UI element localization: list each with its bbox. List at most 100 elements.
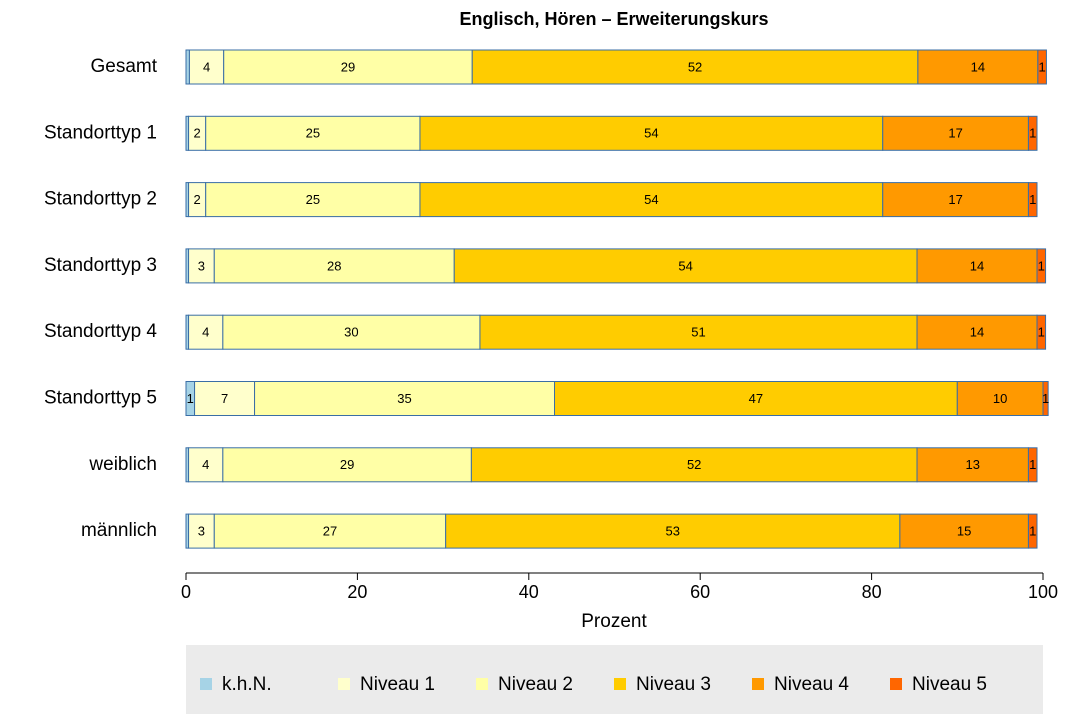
data-label: 28 xyxy=(327,258,341,273)
data-label: 53 xyxy=(666,524,680,539)
chart-title: Englisch, Hören – Erweiterungskurs xyxy=(459,9,768,29)
data-label: 1 xyxy=(1029,457,1036,472)
bar-segment xyxy=(222,447,472,483)
bar-segment xyxy=(205,115,421,151)
data-label: 10 xyxy=(993,391,1007,406)
y-tick-label: Standorttyp 4 xyxy=(44,321,157,342)
data-label: 1 xyxy=(1029,126,1036,141)
data-label: 17 xyxy=(948,126,962,141)
bar-segment xyxy=(1027,447,1038,483)
legend-swatch xyxy=(890,678,902,690)
legend-swatch xyxy=(200,678,212,690)
legend-label: Niveau 2 xyxy=(498,674,573,695)
data-label: 54 xyxy=(678,258,692,273)
bar-segment xyxy=(916,248,1038,284)
legend-label: Niveau 1 xyxy=(360,674,435,695)
data-label: 4 xyxy=(202,457,209,472)
data-label: 17 xyxy=(948,192,962,207)
data-label: 1 xyxy=(1042,391,1049,406)
legend-swatch xyxy=(752,678,764,690)
bar-segment xyxy=(917,49,1039,85)
legend-swatch xyxy=(338,678,350,690)
data-label: 1 xyxy=(1038,325,1045,340)
data-label: 1 xyxy=(1029,192,1036,207)
bar-segment xyxy=(419,182,884,218)
bar-segment xyxy=(479,314,918,350)
y-tick-label: Standorttyp 5 xyxy=(44,388,157,409)
x-tick-label: 60 xyxy=(690,582,710,602)
x-tick-label: 20 xyxy=(347,582,367,602)
bar-segment xyxy=(205,182,421,218)
data-label: 4 xyxy=(202,325,209,340)
x-tick-label: 0 xyxy=(181,582,191,602)
bar-segment xyxy=(1037,49,1047,85)
data-label: 51 xyxy=(691,325,705,340)
legend-label: Niveau 3 xyxy=(636,674,711,695)
bar-segment xyxy=(1027,513,1038,549)
data-label: 14 xyxy=(970,325,984,340)
y-tick-label: Gesamt xyxy=(90,56,157,77)
x-tick-label: 100 xyxy=(1028,582,1058,602)
data-label: 47 xyxy=(749,391,763,406)
data-label: 3 xyxy=(198,258,205,273)
data-label: 29 xyxy=(340,457,354,472)
legend-swatch xyxy=(476,678,488,690)
bar-segment xyxy=(453,248,918,284)
data-label: 7 xyxy=(221,391,228,406)
bar-segment xyxy=(1042,381,1049,416)
x-tick-label: 40 xyxy=(519,582,539,602)
data-label: 13 xyxy=(965,457,979,472)
data-label: 15 xyxy=(957,524,971,539)
bar-segment xyxy=(254,381,556,416)
data-label: 52 xyxy=(687,457,701,472)
y-tick-label: Standorttyp 1 xyxy=(44,122,157,143)
bar-segment xyxy=(223,49,473,85)
bar-segment xyxy=(1027,182,1038,218)
bar-segment xyxy=(188,447,224,483)
y-tick-label: Standorttyp 3 xyxy=(44,255,157,276)
bar-segment xyxy=(1027,115,1038,151)
bar-segment xyxy=(445,513,901,549)
y-tick-label: weiblich xyxy=(88,454,157,475)
bar-segment xyxy=(956,381,1044,416)
bar-segment xyxy=(419,115,884,151)
bar-segment xyxy=(188,248,215,284)
x-axis-label: Prozent xyxy=(581,611,647,632)
bar-segment xyxy=(882,182,1029,218)
legend-label: Niveau 5 xyxy=(912,674,987,695)
data-label: 1 xyxy=(1029,524,1036,539)
data-label: 1 xyxy=(187,391,194,406)
y-tick-label: Standorttyp 2 xyxy=(44,189,157,210)
y-tick-label: männlich xyxy=(81,520,157,541)
bar-segment xyxy=(194,381,256,416)
data-label: 2 xyxy=(194,192,201,207)
bar-segment xyxy=(185,49,190,85)
bar-segment xyxy=(554,381,958,416)
data-label: 25 xyxy=(306,192,320,207)
bar-segment xyxy=(1036,314,1047,350)
data-label: 14 xyxy=(971,59,985,74)
data-label: 54 xyxy=(644,126,658,141)
data-label: 27 xyxy=(323,524,337,539)
data-label: 35 xyxy=(397,391,411,406)
legend-label: Niveau 4 xyxy=(774,674,849,695)
data-label: 1 xyxy=(1038,258,1045,273)
bar-segment xyxy=(471,49,919,85)
bar-segment xyxy=(1036,248,1047,284)
data-label: 14 xyxy=(970,258,984,273)
bar-segment xyxy=(188,513,215,549)
data-label: 52 xyxy=(688,59,702,74)
data-label: 2 xyxy=(194,126,201,141)
data-label: 30 xyxy=(344,325,358,340)
legend-swatch xyxy=(614,678,626,690)
bar-segment xyxy=(213,248,455,284)
data-label: 4 xyxy=(203,59,210,74)
data-label: 25 xyxy=(306,126,320,141)
data-label: 1 xyxy=(1039,59,1046,74)
legend-label: k.h.N. xyxy=(222,674,272,695)
data-label: 54 xyxy=(644,192,658,207)
data-label: 3 xyxy=(198,524,205,539)
x-tick-label: 80 xyxy=(862,582,882,602)
bar-segment xyxy=(899,513,1029,549)
